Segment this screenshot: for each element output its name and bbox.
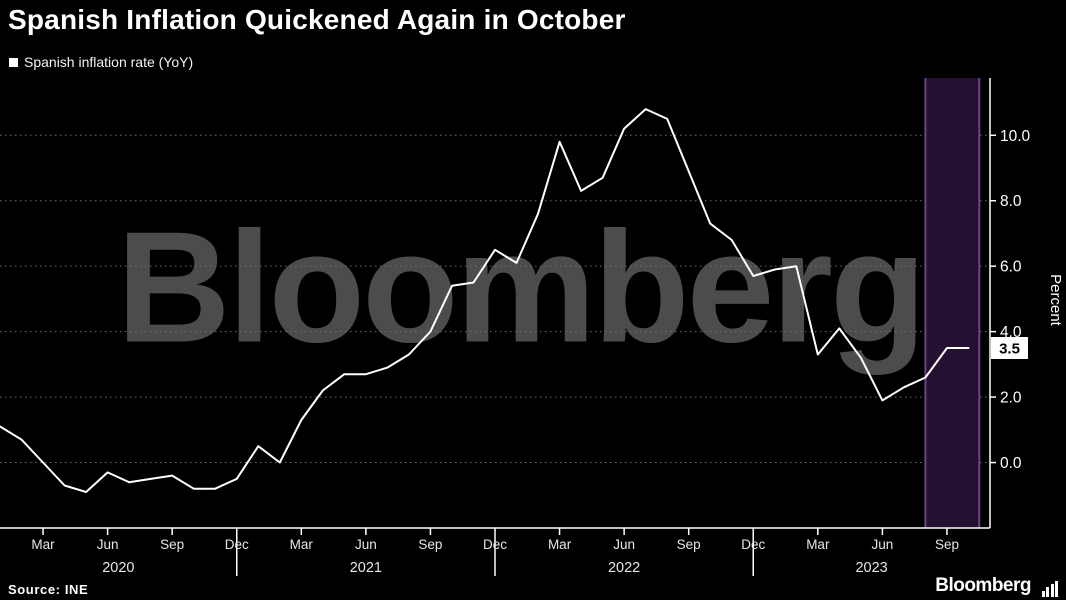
x-tick-label: Jun — [97, 537, 119, 552]
source-text: Source: INE — [8, 582, 89, 597]
bloomberg-watermark: Bloomberg — [116, 199, 927, 376]
legend-label: Spanish inflation rate (YoY) — [24, 54, 194, 70]
year-label: 2020 — [102, 560, 134, 576]
legend-square-icon — [9, 57, 18, 67]
year-label: 2021 — [350, 560, 382, 576]
highlight-band — [925, 78, 980, 528]
y-tick-label: 10.0 — [1000, 128, 1031, 145]
last-value-box — [991, 337, 1028, 359]
x-tick-label: Jun — [355, 537, 377, 552]
x-tick-label: Dec — [225, 537, 249, 552]
y-tick-label: 8.0 — [1000, 193, 1022, 210]
x-tick-label: Mar — [31, 537, 55, 552]
bloomberg-wordmark: Bloomberg — [935, 575, 1031, 596]
x-tick-label: Mar — [548, 537, 572, 552]
x-tick-label: Jun — [872, 537, 894, 552]
x-tick-label: Sep — [677, 537, 701, 552]
year-label: 2022 — [608, 560, 640, 576]
series-line — [0, 108, 970, 493]
y-tick-label: 0.0 — [1000, 455, 1022, 472]
y-tick-label: 4.0 — [1000, 324, 1022, 341]
x-tick-label: Dec — [741, 537, 765, 552]
year-label: 2023 — [855, 560, 887, 576]
x-tick-label: Sep — [160, 537, 184, 552]
legend: Spanish inflation rate (YoY) — [9, 54, 193, 70]
x-tick-label: Sep — [418, 537, 442, 552]
y-tick-label: 2.0 — [1000, 390, 1022, 407]
chart-title: Spanish Inflation Quickened Again in Oct… — [8, 4, 626, 35]
x-tick-label: Sep — [935, 537, 959, 552]
bar-chart-icon — [1040, 581, 1058, 597]
y-tick-label: 6.0 — [1000, 259, 1022, 276]
x-tick-label: Jun — [613, 537, 635, 552]
x-tick-label: Mar — [806, 537, 830, 552]
y-axis-title: Percent — [1047, 274, 1064, 326]
x-tick-label: Mar — [290, 537, 314, 552]
bloomberg-logo: Bloomberg — [935, 575, 1058, 597]
x-tick-label: Dec — [483, 537, 507, 552]
last-value-label: 3.5 — [999, 341, 1020, 358]
